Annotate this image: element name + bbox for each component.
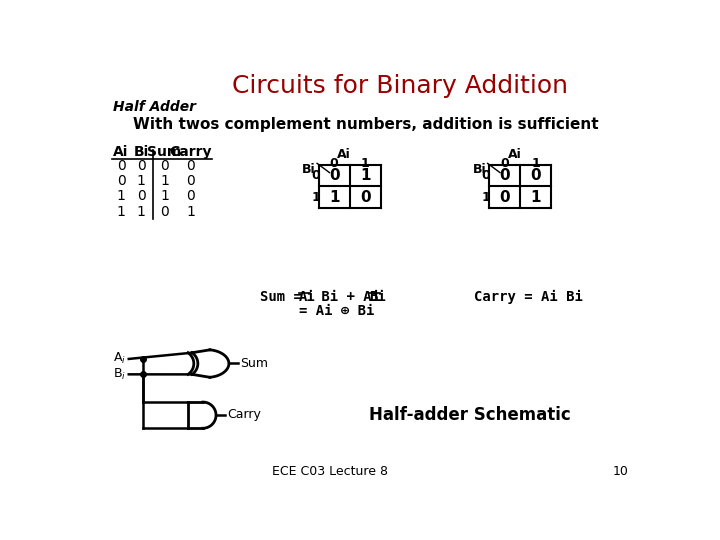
Text: Ai: Ai xyxy=(113,145,129,159)
Text: 1: 1 xyxy=(137,205,145,219)
Text: ECE C03 Lecture 8: ECE C03 Lecture 8 xyxy=(272,465,388,478)
Text: 0: 0 xyxy=(186,190,195,204)
Text: 0: 0 xyxy=(117,174,125,188)
Text: 0: 0 xyxy=(531,168,541,183)
Text: 0: 0 xyxy=(360,190,370,205)
Text: 0: 0 xyxy=(500,157,509,170)
Text: Carry: Carry xyxy=(169,145,212,159)
Text: 0: 0 xyxy=(499,168,510,183)
Text: 1: 1 xyxy=(117,190,125,204)
Text: Bi + Ai: Bi + Ai xyxy=(313,291,389,305)
Text: 1: 1 xyxy=(531,157,540,170)
Text: Circuits for Binary Addition: Circuits for Binary Addition xyxy=(232,75,568,98)
Text: 0: 0 xyxy=(330,157,338,170)
Text: 0: 0 xyxy=(137,190,145,204)
Text: 1: 1 xyxy=(311,191,320,204)
Text: 1: 1 xyxy=(482,191,490,204)
Text: Bi: Bi xyxy=(472,163,486,176)
Text: Half Adder: Half Adder xyxy=(113,100,197,114)
Text: 1: 1 xyxy=(160,174,168,188)
Text: 1: 1 xyxy=(137,174,145,188)
Text: Ai: Ai xyxy=(337,147,351,160)
Text: 0: 0 xyxy=(329,168,339,183)
Text: Bi: Bi xyxy=(133,145,149,159)
Text: 1: 1 xyxy=(361,157,369,170)
Text: = Ai ⊕ Bi: = Ai ⊕ Bi xyxy=(300,304,374,318)
Text: 1: 1 xyxy=(160,190,168,204)
Text: 0: 0 xyxy=(137,159,145,173)
Text: Ai: Ai xyxy=(300,291,316,305)
Text: 1: 1 xyxy=(531,190,541,205)
Text: 0: 0 xyxy=(117,159,125,173)
Text: 1: 1 xyxy=(329,190,339,205)
Text: 0: 0 xyxy=(186,159,195,173)
Text: Sum: Sum xyxy=(148,145,181,159)
Text: 1: 1 xyxy=(360,168,370,183)
Text: 0: 0 xyxy=(160,205,168,219)
Text: 0: 0 xyxy=(186,174,195,188)
Text: Carry = Ai Bi: Carry = Ai Bi xyxy=(474,291,582,305)
Text: B$_i$: B$_i$ xyxy=(112,367,126,382)
Text: 0: 0 xyxy=(160,159,168,173)
Text: Sum =: Sum = xyxy=(261,291,311,305)
Text: Half-adder Schematic: Half-adder Schematic xyxy=(369,406,571,424)
Text: Ai: Ai xyxy=(508,147,521,160)
Text: 10: 10 xyxy=(613,465,629,478)
Text: Carry: Carry xyxy=(228,408,261,421)
Text: Sum: Sum xyxy=(240,357,269,370)
Text: 0: 0 xyxy=(499,190,510,205)
Text: 1: 1 xyxy=(117,205,125,219)
Text: Bi: Bi xyxy=(302,163,315,176)
Text: Bi: Bi xyxy=(369,291,386,305)
Text: 0: 0 xyxy=(311,169,320,182)
Text: A$_i$: A$_i$ xyxy=(112,352,126,367)
Text: With twos complement numbers, addition is sufficient: With twos complement numbers, addition i… xyxy=(132,117,598,132)
Text: 1: 1 xyxy=(186,205,195,219)
Text: 0: 0 xyxy=(482,169,490,182)
